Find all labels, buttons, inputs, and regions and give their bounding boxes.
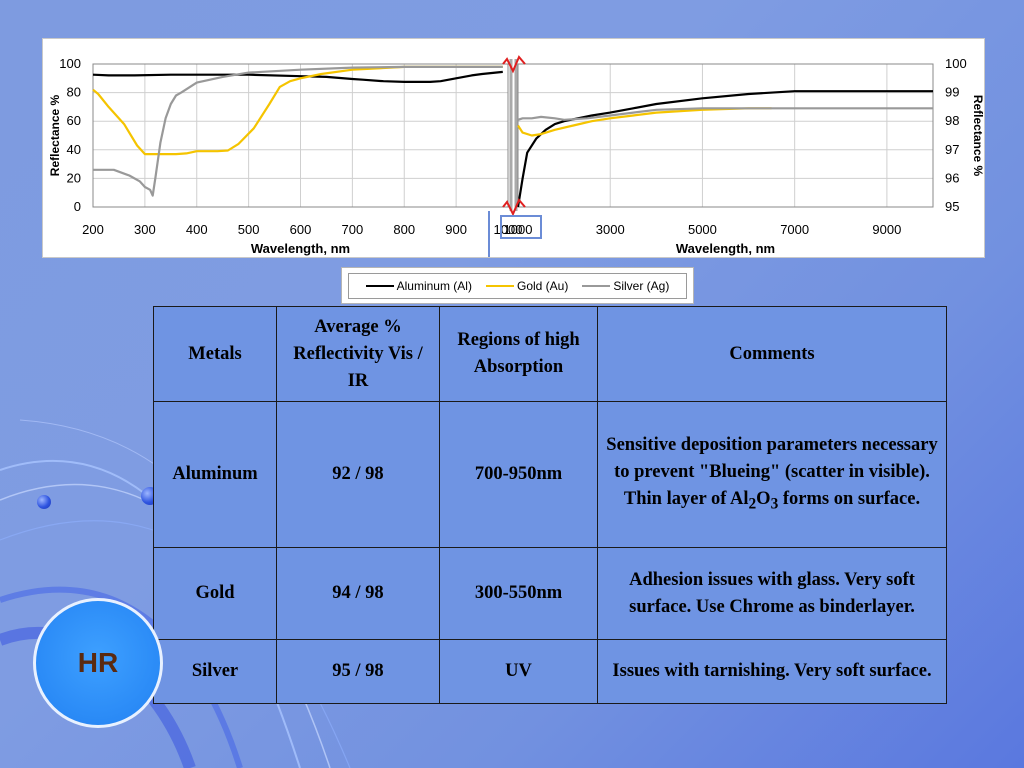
legend-item-aluminum: Aluminum (Al) <box>365 279 472 293</box>
x-axis-label: Wavelength, nm <box>251 241 350 256</box>
y-tick-label: 40 <box>67 142 81 157</box>
series-line-aluminum <box>92 70 503 83</box>
table-row: Gold 94 / 98 300-550nm Adhesion issues w… <box>153 547 947 640</box>
series-line-aluminum <box>516 90 933 208</box>
cell-comment: Adhesion issues with glass. Very soft su… <box>597 547 947 640</box>
y-tick-label: 20 <box>67 170 81 185</box>
y-tick-label: 100 <box>59 56 81 71</box>
header-metals: Metals <box>153 306 277 402</box>
x-tick-label: 9000 <box>872 222 901 237</box>
legend-item-silver: Silver (Ag) <box>582 279 669 293</box>
comment-text: Sensitive deposition parameters necessar… <box>606 434 938 509</box>
y-tick-label: 80 <box>67 85 81 100</box>
cell-reflectivity: 94 / 98 <box>276 547 440 640</box>
y-axis-label-right: Reflectance % <box>971 95 984 177</box>
y-tick-label: 97 <box>945 142 959 157</box>
y-axis-label: Reflectance % <box>48 94 62 176</box>
badge-label: HR <box>77 647 119 678</box>
comment-text: forms on surface. <box>778 488 921 509</box>
y-tick-label: 98 <box>945 113 959 128</box>
x-tick-label: 900 <box>445 222 467 237</box>
x-axis-label: Wavelength, nm <box>676 241 775 256</box>
legend-label: Gold (Au) <box>516 279 569 293</box>
table-header-row: Metals Average % Reflectivity Vis / IR R… <box>153 306 947 402</box>
legend-swatch <box>582 285 611 287</box>
header-absorption: Regions of high Absorption <box>439 306 598 402</box>
cell-reflectivity: 92 / 98 <box>276 401 440 548</box>
cell-metal: Gold <box>153 547 277 640</box>
tick-highlight-box <box>500 215 542 239</box>
x-tick-label: 400 <box>186 222 208 237</box>
x-tick-label: 800 <box>393 222 415 237</box>
x-tick-label: 7000 <box>780 222 809 237</box>
header-comments: Comments <box>597 306 947 402</box>
metals-table: Metals Average % Reflectivity Vis / IR R… <box>153 306 947 704</box>
reflectance-chart: 0 20 40 60 80 100 200 300 400 500 600 700 800 900 1000… <box>42 38 985 258</box>
x-tick-label: 500 <box>238 222 260 237</box>
y-tick-label: 96 <box>945 170 959 185</box>
hr-badge: HR <box>33 598 163 728</box>
plot-frame <box>517 63 934 208</box>
legend-swatch <box>365 285 394 287</box>
series-line-gold <box>517 107 772 137</box>
comment-text: O <box>756 488 771 509</box>
y-tick-label: 0 <box>74 199 81 214</box>
cell-reflectivity: 95 / 98 <box>276 639 440 704</box>
header-reflectivity: Average % Reflectivity Vis / IR <box>276 306 440 402</box>
x-tick-label: 700 <box>342 222 364 237</box>
x-tick-label: 600 <box>290 222 312 237</box>
y-tick-label: 100 <box>945 56 967 71</box>
x-tick-label: 5000 <box>688 222 717 237</box>
axis-break-marker-top <box>502 55 526 74</box>
subscript: 2 <box>748 495 757 513</box>
legend-item-gold: Gold (Au) <box>485 279 569 293</box>
series-line-silver <box>93 65 503 197</box>
cell-absorption: UV <box>439 639 598 704</box>
y-tick-label: 99 <box>945 85 959 100</box>
cell-metal: Silver <box>153 639 277 704</box>
x-tick-label: 300 <box>134 222 156 237</box>
legend-label: Silver (Ag) <box>613 279 670 293</box>
table-row: Silver 95 / 98 UV Issues with tarnishing… <box>153 639 947 704</box>
axis-break-marker-bottom <box>502 198 526 217</box>
cell-comment: Sensitive deposition parameters necessar… <box>597 401 947 548</box>
cell-metal: Aluminum <box>153 401 277 548</box>
x-tick-label: 200 <box>82 222 104 237</box>
plot-frame <box>92 63 509 208</box>
cell-absorption: 700-950nm <box>439 401 598 548</box>
decor-dot <box>37 495 51 509</box>
chart-legend: Aluminum (Al) Gold (Au) Silver (Ag) <box>341 267 694 304</box>
chart-svg: 0 20 40 60 80 100 200 300 400 500 600 700 800 900 1000… <box>48 55 984 257</box>
table-row: Aluminum 92 / 98 700-950nm Sensitive dep… <box>153 401 947 548</box>
series-line-silver <box>517 107 933 121</box>
series-line-gold <box>92 65 503 156</box>
y-tick-label: 95 <box>945 199 959 214</box>
subscript: 3 <box>770 495 779 513</box>
cell-comment: Issues with tarnishing. Very soft surfac… <box>597 639 947 704</box>
cell-absorption: 300-550nm <box>439 547 598 640</box>
x-tick-label: 3000 <box>596 222 625 237</box>
y-tick-label: 60 <box>67 113 81 128</box>
x-tick-label: 1000 <box>504 222 533 237</box>
legend-label: Aluminum (Al) <box>396 279 472 293</box>
legend-swatch <box>485 285 514 287</box>
